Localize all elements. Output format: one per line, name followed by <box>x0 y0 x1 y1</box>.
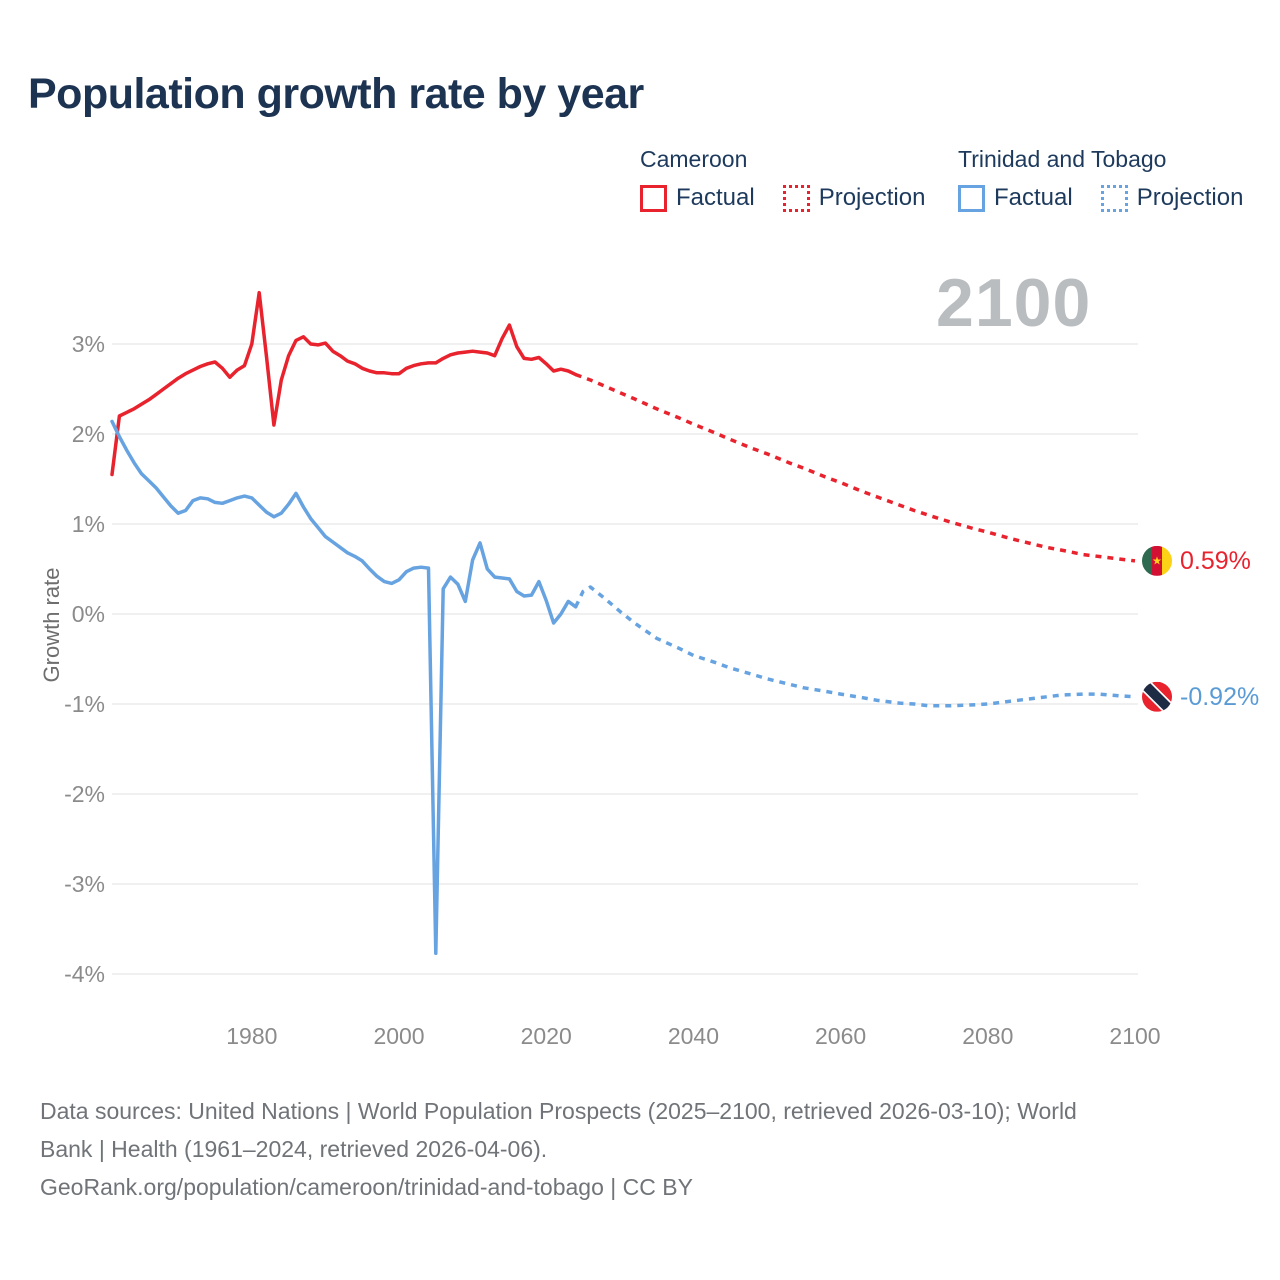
source-line-2: Bank | Health (1961–2024, retrieved 2026… <box>40 1136 548 1162</box>
legend-item-label: Factual <box>994 184 1073 211</box>
legend-group-trinidad-and-tobago: Trinidad and Tobago Factual Projection <box>958 146 1243 212</box>
x-tick-label: 1980 <box>226 1023 277 1049</box>
legend-series-name: Cameroon <box>640 146 748 172</box>
cameroon-flag-icon <box>1142 545 1172 576</box>
end-value-label-trinidad-and-tobago: -0.92% <box>1180 683 1260 711</box>
data-sources: Data sources: United Nations | World Pop… <box>40 1092 1077 1206</box>
trinidad-and-tobago-flag-icon <box>1142 681 1172 712</box>
x-tick-label: 2100 <box>1109 1023 1160 1049</box>
x-tick-label: 2040 <box>668 1023 719 1049</box>
projection-line-swatch <box>782 184 810 212</box>
y-tick-label: -3% <box>64 871 105 897</box>
legend-item-label: Factual <box>676 184 755 211</box>
y-axis-title: Growth rate <box>39 567 64 683</box>
series-line-trinidad-and-tobago-projection <box>574 585 1136 708</box>
georank-attribution-link[interactable]: GeoRank.org/population/cameroon/trinidad… <box>40 1174 693 1200</box>
series-line-cameroon-projection <box>575 372 1136 563</box>
x-tick-label: 2000 <box>373 1023 424 1049</box>
y-tick-label: -2% <box>64 781 105 807</box>
y-tick-label: -4% <box>64 961 105 987</box>
projection-line-swatch <box>1100 184 1128 212</box>
y-tick-label: 0% <box>72 601 105 627</box>
factual-line-swatch <box>958 184 985 212</box>
series-line-cameroon-factual <box>110 290 578 477</box>
factual-line-swatch <box>640 184 667 212</box>
y-tick-label: -1% <box>64 691 105 717</box>
legend-item-label: Projection <box>1136 184 1244 211</box>
x-tick-label: 2020 <box>521 1023 572 1049</box>
legend-item-cameroon-projection: Projection <box>782 184 926 212</box>
legend-series-name: Trinidad and Tobago <box>958 146 1167 172</box>
source-line-1: Data sources: United Nations | World Pop… <box>40 1098 1077 1124</box>
legend-item-tt-factual: Factual <box>958 184 1073 212</box>
legend-item-cameroon-factual: Factual <box>640 184 755 212</box>
page-title: Population growth rate by year <box>28 70 644 118</box>
x-tick-label: 2060 <box>815 1023 866 1049</box>
legend-group-cameroon: Cameroon Factual Projection <box>640 146 925 212</box>
y-tick-label: 3% <box>72 331 105 357</box>
series-line-trinidad-and-tobago-factual <box>110 419 578 956</box>
legend-item-label: Projection <box>818 184 926 211</box>
x-tick-label: 2080 <box>962 1023 1013 1049</box>
end-value-label-cameroon: 0.59% <box>1180 547 1251 575</box>
y-tick-label: 2% <box>72 421 105 447</box>
legend-item-tt-projection: Projection <box>1100 184 1244 212</box>
end-year-watermark: 2100 <box>936 265 1092 341</box>
y-tick-label: 1% <box>72 511 105 537</box>
